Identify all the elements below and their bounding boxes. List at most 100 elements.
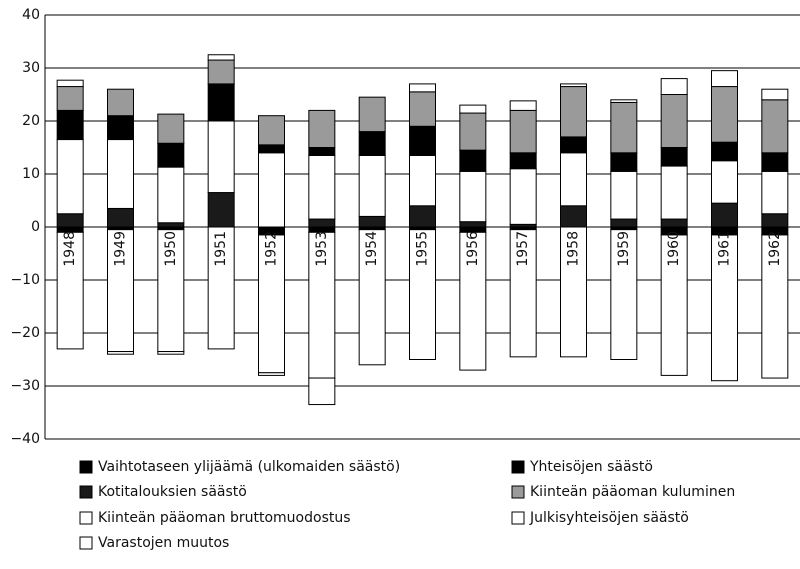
bar-segment <box>610 218 638 228</box>
x-tick-label: 1948 <box>62 231 78 267</box>
bar-segment <box>560 136 587 154</box>
bar-segment <box>711 141 738 162</box>
bar-segment <box>157 222 185 228</box>
bar-segment <box>459 170 487 223</box>
x-tick-label: 1956 <box>465 231 481 267</box>
bar-segment <box>358 154 386 217</box>
bar-segment <box>207 54 235 61</box>
bar-segment <box>107 351 134 355</box>
bar-segment <box>157 113 185 144</box>
y-tick-label: −10 <box>10 272 40 288</box>
bar-segment <box>56 109 84 141</box>
bar-segment <box>207 59 235 85</box>
bar-segment <box>107 139 134 209</box>
bar-segment <box>157 351 185 355</box>
legend-swatch <box>79 485 93 499</box>
bar-segment <box>56 86 84 111</box>
bar-segment <box>308 154 336 220</box>
legend-label: Julkisyhteisöjen säästö <box>529 510 689 526</box>
bar-segment <box>107 88 134 117</box>
bar-segment <box>409 229 436 360</box>
bar-segment <box>409 83 436 93</box>
y-tick-label: −40 <box>10 431 40 447</box>
y-tick-label: 30 <box>22 60 40 76</box>
legend-label: Kotitalouksien säästö <box>98 484 247 500</box>
bar-segment <box>258 234 285 374</box>
bar-segment <box>358 131 386 156</box>
x-tick-label: 1962 <box>767 231 783 267</box>
bar-segment <box>157 229 185 353</box>
bar-segment <box>509 152 537 170</box>
x-tick-label: 1952 <box>264 231 280 267</box>
bar-segment <box>207 192 235 228</box>
legend-label: Vaihtotaseen ylijäämä (ulkomaiden säästö… <box>98 459 400 475</box>
bar-segment <box>308 377 336 406</box>
bar-segment <box>711 234 738 382</box>
x-tick-label: 1949 <box>113 231 129 267</box>
bar-segment <box>459 112 487 151</box>
bar-segment <box>509 109 537 154</box>
bar-segment <box>761 213 789 228</box>
bar-segment <box>258 152 285 228</box>
bar-segment <box>207 226 235 350</box>
bar-segment <box>660 147 688 167</box>
bar-segment <box>56 79 84 88</box>
bar-segment <box>358 96 386 133</box>
legend-swatch <box>511 485 525 499</box>
bar-segment <box>509 168 537 225</box>
bar-segment <box>560 226 587 358</box>
legend-label: Yhteisöjen säästö <box>529 459 653 475</box>
bar-segment <box>459 221 487 228</box>
legend-swatch <box>79 460 93 474</box>
bar-segment <box>509 100 537 111</box>
x-tick-label: 1951 <box>213 231 229 267</box>
bar-segment <box>459 149 487 172</box>
x-tick-label: 1957 <box>515 231 531 267</box>
bar-segment <box>409 125 436 156</box>
bar-segment <box>459 104 487 114</box>
bar-segment <box>56 231 84 350</box>
bar-segment <box>358 229 386 366</box>
bar-segment <box>560 152 587 207</box>
bar-segment <box>409 205 436 228</box>
bar-segment <box>761 234 789 379</box>
bar-segment <box>509 229 537 358</box>
legend-label: Kiinteän pääoman bruttomuodostus <box>98 510 351 526</box>
x-tick-label: 1959 <box>616 231 632 267</box>
bar-segment <box>610 152 638 172</box>
x-tick-label: 1950 <box>163 231 179 267</box>
bar-segment <box>660 94 688 148</box>
bar-segment <box>157 166 185 224</box>
bar-segment <box>610 170 638 220</box>
legend-label: Kiinteän pääoman kuluminen <box>530 484 735 500</box>
bar-segment <box>258 372 285 376</box>
bar-segment <box>761 99 789 154</box>
bar-segment <box>660 234 688 376</box>
bar-segment <box>358 215 386 228</box>
bar-segment <box>560 86 587 138</box>
bar-segment <box>207 83 235 122</box>
bar-segment <box>610 99 638 103</box>
bar-segment <box>308 109 336 148</box>
x-tick-label: 1953 <box>314 231 330 267</box>
legend-swatch <box>511 460 525 474</box>
bar-segment <box>560 83 587 88</box>
bar-segment <box>459 231 487 371</box>
bar-segment <box>409 91 436 127</box>
bar-segment <box>711 86 738 143</box>
bar-segment <box>207 120 235 194</box>
x-tick-label: 1958 <box>566 231 582 267</box>
legend-swatch <box>79 511 93 525</box>
y-tick-label: −20 <box>10 325 40 341</box>
bar-segment <box>409 154 436 207</box>
bar-segment <box>660 165 688 220</box>
x-tick-label: 1961 <box>717 231 733 267</box>
bar-segment <box>308 147 336 156</box>
legend-label: Varastojen muutos <box>98 535 229 551</box>
bar-segment <box>107 115 134 141</box>
bar-segment <box>258 144 285 154</box>
bar-segment <box>711 160 738 204</box>
y-tick-label: 20 <box>22 113 40 129</box>
x-tick-label: 1960 <box>666 231 682 267</box>
